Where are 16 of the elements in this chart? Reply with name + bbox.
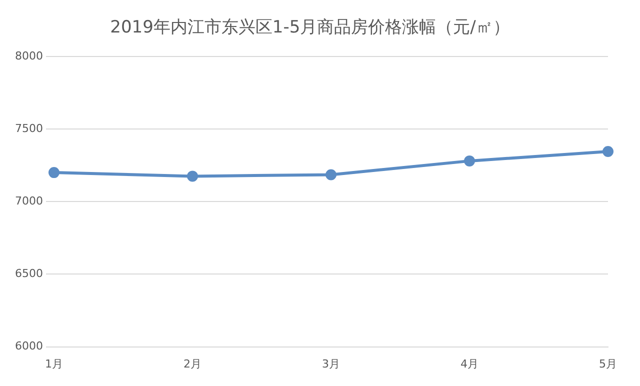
x-tick-label: 4月 <box>460 357 478 370</box>
point <box>186 170 198 182</box>
y-tick-label: 6500 <box>14 267 43 280</box>
chart-title: 2019年内江市东兴区1-5月商品房价格涨幅（元/㎡） <box>110 18 510 38</box>
x-tick-label: 1月 <box>44 357 63 370</box>
point <box>48 167 60 178</box>
y-tick-label: 8000 <box>14 49 43 62</box>
point <box>325 169 336 180</box>
point <box>602 146 614 158</box>
x-tick-label: 3月 <box>322 357 340 370</box>
point <box>464 155 475 166</box>
y-tick-label: 7000 <box>14 194 43 208</box>
y-tick-label: 7500 <box>14 122 43 135</box>
y-tick-label: 6000 <box>14 340 43 353</box>
x-tick-label: 2月 <box>183 357 202 370</box>
x-tick-label: 5月 <box>599 357 617 370</box>
